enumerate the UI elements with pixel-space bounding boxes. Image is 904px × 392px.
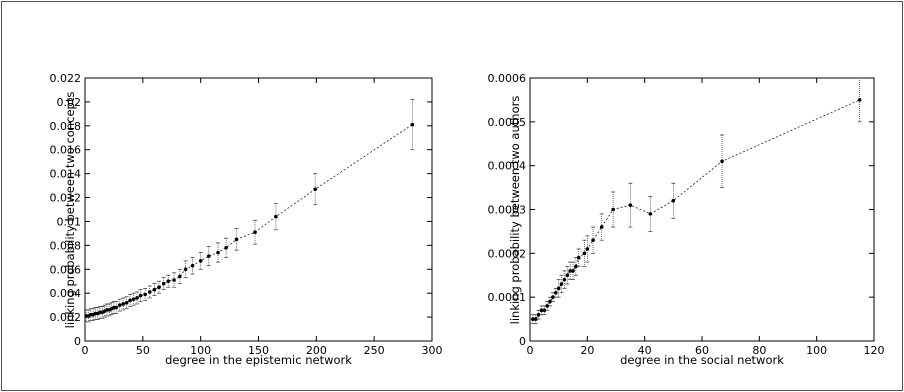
data-point bbox=[648, 212, 653, 216]
data-point bbox=[172, 278, 176, 282]
data-point bbox=[574, 264, 578, 269]
data-point bbox=[533, 317, 538, 321]
y-axis-label: linking probability between two authors bbox=[508, 96, 522, 325]
data-point bbox=[253, 230, 257, 235]
data-point bbox=[554, 290, 558, 295]
y-tick-label: 0.014 bbox=[50, 168, 82, 181]
data-point bbox=[591, 238, 595, 242]
series-line bbox=[86, 124, 413, 317]
data-point bbox=[568, 269, 572, 273]
y-tick-label: 0.004 bbox=[50, 287, 82, 300]
y-tick-label: 0.0003 bbox=[488, 204, 527, 217]
data-point bbox=[206, 254, 211, 258]
data-point bbox=[117, 303, 122, 307]
x-tick-label: 60 bbox=[695, 344, 709, 357]
data-point bbox=[161, 281, 166, 286]
y-tick-label: 0.01 bbox=[57, 215, 82, 228]
data-point bbox=[585, 247, 590, 251]
data-point bbox=[143, 292, 147, 297]
data-point bbox=[556, 286, 561, 291]
data-point bbox=[542, 308, 547, 313]
x-tick-label: 40 bbox=[638, 344, 652, 357]
data-point bbox=[114, 305, 119, 310]
data-point bbox=[576, 255, 581, 260]
series-line bbox=[532, 99, 860, 320]
data-point bbox=[121, 302, 125, 306]
chart-1: 0 50 100 150 200 250 300 0 0.002 0.004 0.006 0.008 0… bbox=[50, 72, 443, 367]
y-tick-label: 0.0005 bbox=[488, 116, 527, 129]
data-point bbox=[545, 304, 549, 308]
y-tick-label: 0.022 bbox=[50, 72, 82, 85]
data-point bbox=[539, 308, 544, 313]
data-point bbox=[183, 267, 188, 272]
data-point bbox=[234, 237, 239, 242]
data-point bbox=[531, 317, 535, 321]
data-point bbox=[582, 251, 587, 256]
x-tick-label: 50 bbox=[136, 344, 150, 357]
data-point bbox=[216, 250, 220, 255]
x-tick-label: 120 bbox=[864, 344, 885, 357]
data-point bbox=[857, 98, 862, 102]
x-axis-label: degree in the social network bbox=[620, 353, 784, 367]
y-tick-label: 0.0006 bbox=[488, 72, 527, 85]
x-tick-label: 20 bbox=[580, 344, 594, 357]
data-point bbox=[147, 290, 152, 294]
x-tick-label: 200 bbox=[306, 344, 327, 357]
data-point bbox=[562, 277, 567, 282]
chart-2: 0 20 40 60 80 100 120 0 0.0001 0.0002 0.0003 0.0004… bbox=[488, 72, 885, 367]
y-tick-label: 0.0002 bbox=[488, 247, 527, 260]
data-point bbox=[599, 225, 604, 229]
y-tick-label: 0 bbox=[519, 335, 526, 348]
data-point bbox=[157, 285, 161, 290]
x-tick-label: 0 bbox=[82, 344, 89, 357]
y-tick-label: 0.012 bbox=[50, 192, 82, 205]
data-point bbox=[166, 279, 171, 284]
plot-area bbox=[529, 77, 875, 342]
data-point bbox=[548, 299, 552, 304]
x-tick-label: 100 bbox=[806, 344, 827, 357]
data-point bbox=[611, 207, 615, 212]
data-point bbox=[536, 312, 541, 317]
y-tick-label: 0.006 bbox=[50, 263, 82, 276]
data-point bbox=[671, 198, 676, 203]
data-point bbox=[190, 263, 195, 268]
data-point bbox=[152, 287, 157, 292]
data-point bbox=[551, 295, 555, 299]
x-tick-label: 80 bbox=[752, 344, 766, 357]
x-tick-label: 300 bbox=[422, 344, 443, 357]
y-axis-label: linking probability between two concepts bbox=[63, 92, 77, 329]
data-point bbox=[274, 214, 278, 219]
data-point bbox=[128, 298, 132, 303]
x-axis-label: degree in the epistemic network bbox=[165, 353, 352, 367]
data-point bbox=[410, 122, 415, 127]
y-tick-label: 0 bbox=[74, 335, 81, 348]
data-point bbox=[135, 296, 139, 300]
y-tick-label: 0.018 bbox=[50, 120, 82, 133]
x-tick-label: 0 bbox=[527, 344, 534, 357]
data-point bbox=[224, 245, 228, 250]
x-tick-label: 250 bbox=[364, 344, 385, 357]
data-point bbox=[565, 273, 570, 278]
data-point bbox=[571, 269, 575, 273]
data-point bbox=[628, 203, 633, 207]
y-tick-label: 0.016 bbox=[50, 144, 82, 157]
plot-area bbox=[84, 77, 433, 342]
data-point bbox=[138, 293, 143, 298]
data-point bbox=[559, 282, 564, 286]
y-tick-label: 0.008 bbox=[50, 239, 82, 252]
y-tick-label: 0.002 bbox=[50, 311, 82, 324]
data-point bbox=[124, 300, 129, 305]
x-tick-label: 150 bbox=[248, 344, 269, 357]
data-point bbox=[178, 274, 182, 279]
data-point bbox=[313, 187, 317, 191]
data-point bbox=[131, 297, 136, 301]
y-tick-label: 0.0004 bbox=[488, 160, 527, 173]
data-point bbox=[720, 159, 724, 164]
data-point bbox=[198, 259, 203, 263]
x-tick-label: 100 bbox=[190, 344, 211, 357]
y-tick-label: 0.0001 bbox=[488, 291, 527, 304]
y-tick-label: 0.02 bbox=[57, 96, 82, 109]
